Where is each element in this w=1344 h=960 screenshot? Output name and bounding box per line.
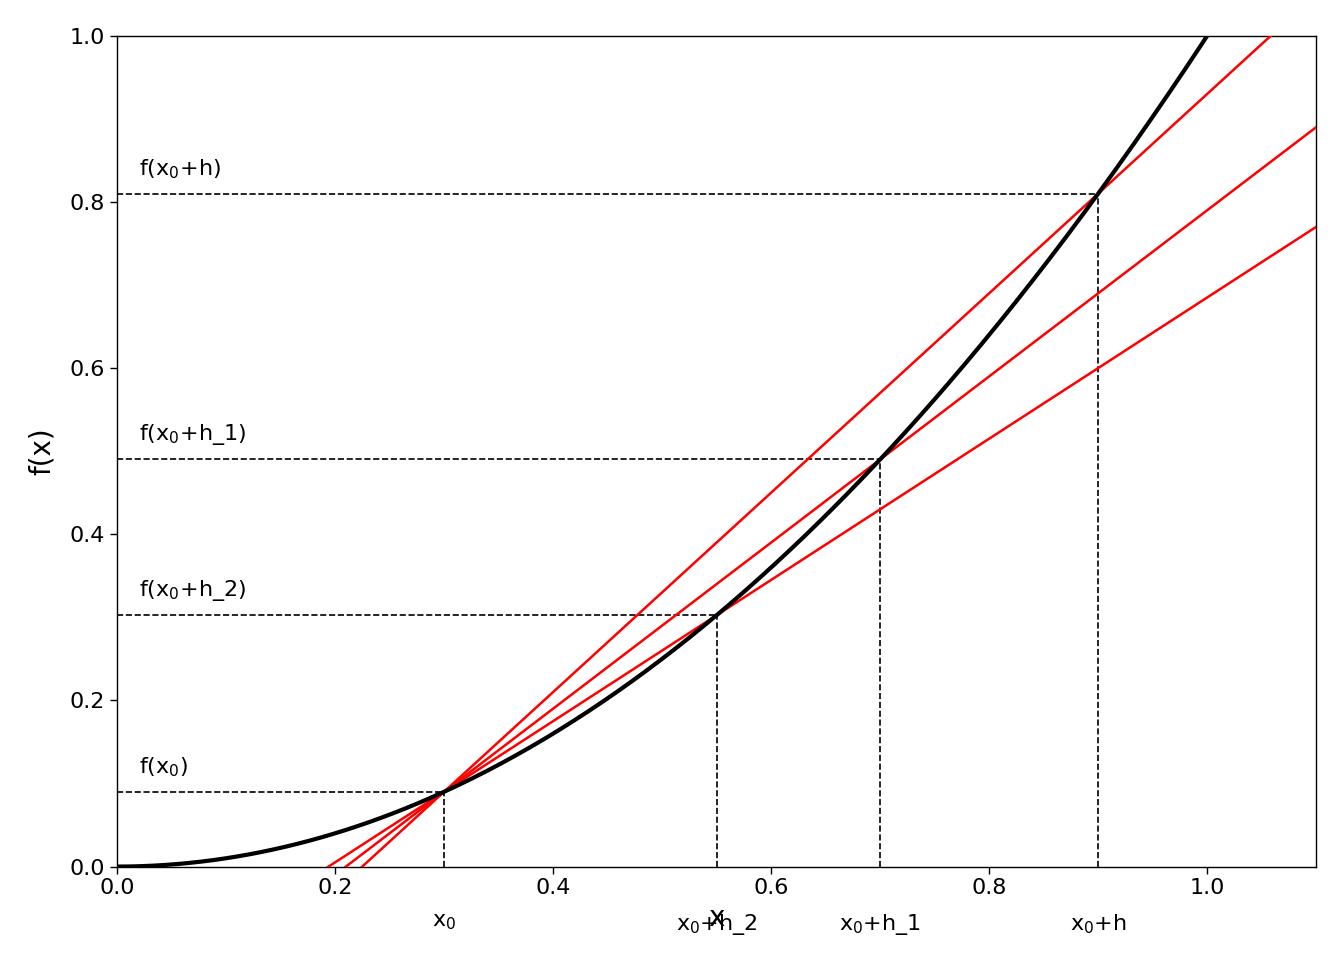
Text: f(x$_0$+h_1): f(x$_0$+h_1) bbox=[138, 422, 246, 447]
Text: x$_0$+h: x$_0$+h bbox=[1070, 912, 1126, 936]
Text: x$_0$: x$_0$ bbox=[431, 912, 456, 932]
X-axis label: x: x bbox=[708, 904, 724, 932]
Text: f(x$_0$+h): f(x$_0$+h) bbox=[138, 157, 220, 181]
Text: x$_0$+h_2: x$_0$+h_2 bbox=[676, 912, 758, 937]
Text: f(x$_0$+h_2): f(x$_0$+h_2) bbox=[138, 578, 246, 603]
Text: x$_0$+h_1: x$_0$+h_1 bbox=[839, 912, 921, 937]
Text: f(x$_0$): f(x$_0$) bbox=[138, 756, 188, 780]
Y-axis label: f(x): f(x) bbox=[28, 427, 56, 475]
